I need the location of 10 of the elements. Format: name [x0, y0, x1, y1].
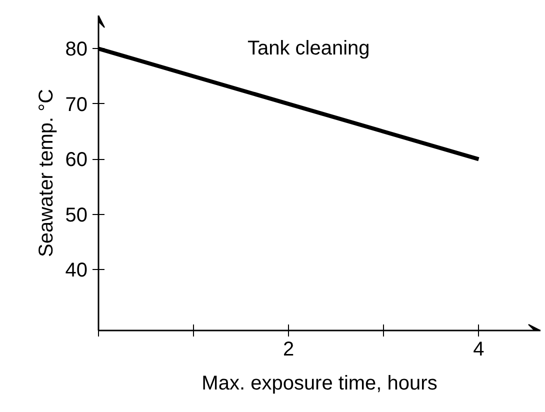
series-label: Tank cleaning	[247, 38, 370, 60]
x-axis-title: Max. exposure time, hours	[202, 372, 438, 394]
y-tick-label: 60	[65, 149, 88, 172]
y-tick-label: 70	[65, 94, 88, 116]
x-tick-label: 4	[473, 338, 484, 360]
y-tick-label: 80	[65, 38, 88, 61]
x-tick-label: 2	[283, 338, 294, 360]
y-axis-title: Seawater temp. °C	[35, 88, 58, 258]
y-tick-label: 50	[65, 204, 88, 226]
y-tick-label: 40	[65, 260, 88, 282]
